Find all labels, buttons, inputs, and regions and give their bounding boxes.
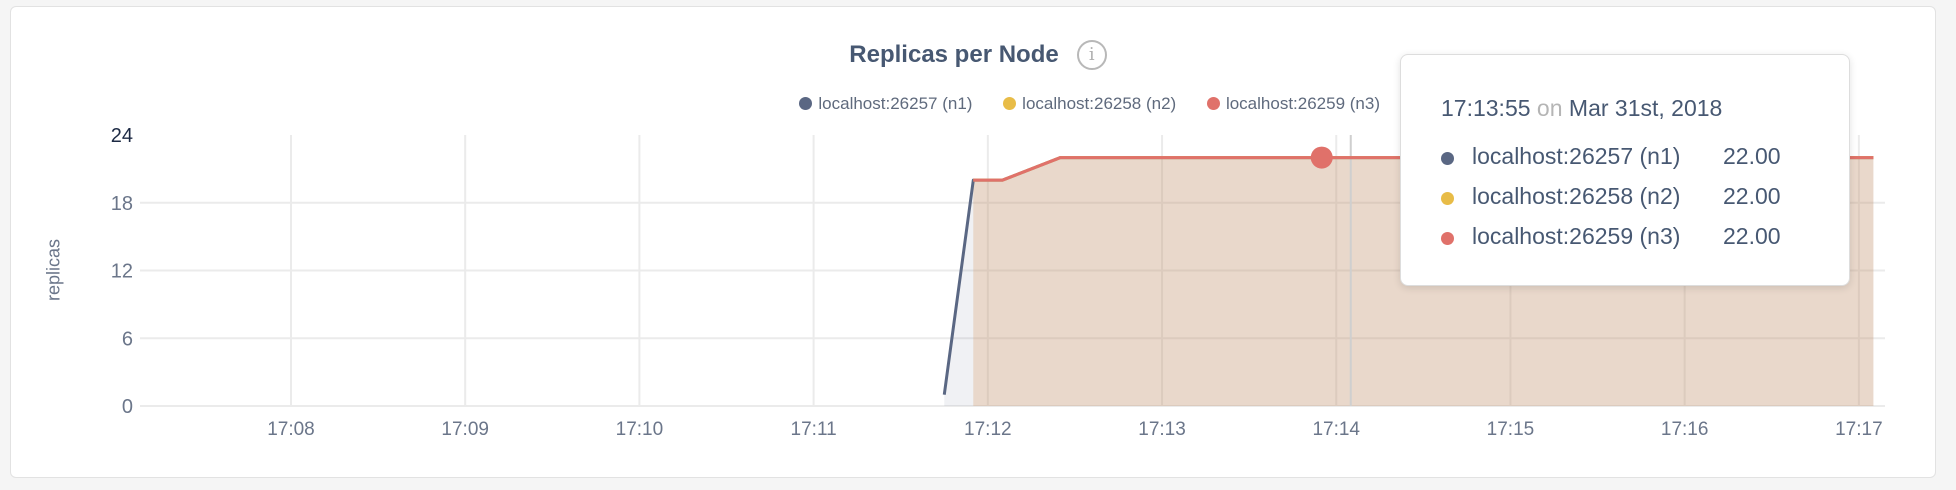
x-tick-label: 17:11: [791, 419, 837, 440]
tooltip-time: 17:13:55 on Mar 31st, 2018: [1441, 95, 1723, 121]
legend-dot: [799, 97, 813, 110]
chart-title-row: Replicas per Node i: [0, 40, 1956, 70]
x-tick-label: 17:08: [267, 419, 315, 440]
tooltip-row: localhost:26259 (n3) 22.00: [1441, 223, 1781, 250]
series-dot: [1441, 152, 1454, 165]
tooltip-row: localhost:26257 (n1) 22.00: [1441, 143, 1781, 170]
x-tick-label: 17:15: [1487, 419, 1535, 440]
x-tick-label: 17:13: [1138, 419, 1186, 440]
x-tick-label: 17:16: [1661, 419, 1709, 440]
tooltip: 17:13:55 on Mar 31st, 2018 localhost:262…: [1400, 54, 1850, 286]
x-tick-label: 17:10: [616, 419, 664, 440]
x-tick-label: 17:09: [441, 419, 489, 440]
x-tick-label: 17:14: [1312, 419, 1360, 440]
y-tick-label: 24: [111, 125, 133, 147]
tooltip-row: localhost:26258 (n2) 22.00: [1441, 183, 1781, 210]
legend: localhost:26257 (n1) localhost:26258 (n2…: [773, 94, 1380, 114]
legend-item-n1[interactable]: localhost:26257 (n1): [799, 94, 972, 114]
series-dot: [1441, 192, 1454, 205]
series-dot: [1441, 232, 1454, 245]
hover-point: [1310, 146, 1333, 169]
y-tick-label: 0: [122, 396, 133, 418]
x-tick-label: 17:17: [1835, 419, 1883, 440]
y-tick-label: 6: [122, 328, 133, 350]
y-tick-label: 18: [111, 193, 133, 215]
x-tick-label: 17:12: [964, 419, 1012, 440]
chart-title: Replicas per Node: [849, 41, 1059, 68]
info-icon[interactable]: i: [1076, 40, 1107, 70]
legend-dot: [1206, 97, 1220, 110]
legend-dot: [1003, 97, 1017, 110]
legend-item-n2[interactable]: localhost:26258 (n2): [1003, 94, 1176, 114]
legend-item-n3[interactable]: localhost:26259 (n3): [1206, 94, 1380, 114]
y-tick-label: 12: [111, 261, 133, 283]
